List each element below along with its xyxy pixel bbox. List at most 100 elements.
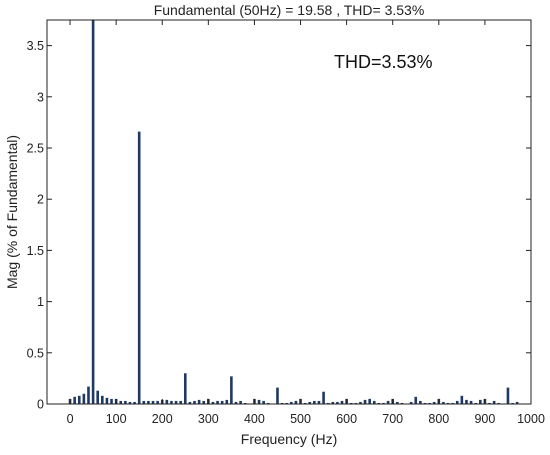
- bar-610hz: [349, 402, 353, 404]
- bar-960hz: [511, 402, 514, 404]
- bar-950hz: [506, 387, 510, 404]
- bar-770hz: [423, 402, 427, 404]
- y-tick-label: 3.5: [27, 39, 44, 53]
- y-tick-label: 2: [37, 193, 44, 207]
- bar-560hz: [326, 402, 330, 404]
- bar-520hz: [308, 401, 312, 404]
- x-tick-label: 1000: [517, 412, 545, 426]
- x-tick-label: 0: [67, 412, 74, 426]
- bar-420hz: [262, 400, 265, 404]
- bar-30hz: [82, 393, 86, 404]
- bar-680hz: [382, 402, 385, 404]
- bar-370hz: [239, 400, 242, 404]
- bar-830hz: [451, 402, 454, 404]
- bar-930hz: [497, 402, 501, 404]
- bar-130hz: [128, 401, 132, 404]
- bar-530hz: [313, 400, 316, 404]
- bar-10hz: [73, 396, 76, 404]
- x-tick-label: 300: [198, 412, 219, 426]
- bar-230hz: [174, 400, 178, 404]
- x-tick-label: 200: [152, 412, 173, 426]
- bar-570hz: [331, 401, 335, 404]
- bar-840hz: [455, 400, 459, 404]
- bar-320hz: [216, 400, 219, 404]
- bar-220hz: [170, 400, 173, 404]
- bar-490hz: [294, 400, 298, 404]
- plot-frame: [46, 19, 532, 405]
- y-axis: 0 0.5 1 1.5 2 2.5 3 3.5: [27, 39, 531, 412]
- bar-890hz: [479, 399, 482, 404]
- x-tick-label: 500: [290, 412, 311, 426]
- bar-50hz: [91, 20, 95, 404]
- bar-120hz: [124, 400, 127, 404]
- bar-620hz: [354, 402, 358, 404]
- bar-720hz: [400, 402, 404, 404]
- bar-850hz: [460, 395, 464, 404]
- bar-70hz: [101, 395, 104, 404]
- bar-580hz: [336, 401, 339, 404]
- bar-820hz: [446, 402, 450, 404]
- y-axis-label: Mag (% of Fundamental): [4, 135, 20, 289]
- bar-750hz: [414, 396, 418, 404]
- bar-350hz: [230, 376, 233, 404]
- bar-880hz: [474, 402, 477, 404]
- x-axis: 0 100 200 300 400 500 600 700 800 900 1000: [67, 20, 545, 426]
- y-tick-label: 0: [37, 398, 44, 412]
- bar-540hz: [317, 400, 321, 404]
- bar-740hz: [409, 401, 413, 404]
- bar-410hz: [257, 399, 261, 404]
- y-tick-label: 3: [37, 90, 44, 104]
- thd-annotation: THD=3.53%: [334, 52, 433, 72]
- bar-290hz: [202, 400, 206, 404]
- bar-550hz: [322, 391, 325, 404]
- y-tick-label: 2.5: [27, 142, 44, 156]
- bar-470hz: [285, 402, 288, 404]
- bar-190hz: [156, 400, 159, 404]
- bar-810hz: [442, 401, 445, 404]
- bar-380hz: [243, 402, 247, 404]
- bar-110hz: [119, 400, 123, 404]
- bar-180hz: [151, 400, 155, 404]
- bar-780hz: [428, 402, 431, 404]
- bar-710hz: [396, 401, 399, 404]
- bar-430hz: [266, 402, 270, 404]
- bar-590hz: [340, 400, 344, 404]
- bar-40hz: [87, 386, 90, 404]
- x-tick-label: 100: [106, 412, 127, 426]
- x-tick-label: 800: [428, 412, 449, 426]
- bar-460hz: [280, 402, 284, 404]
- bar-760hz: [419, 400, 422, 404]
- bar-510hz: [303, 402, 307, 404]
- bar-160hz: [142, 400, 146, 404]
- y-tick-label: 1: [37, 295, 44, 309]
- bar-660hz: [372, 400, 376, 404]
- bar-90hz: [110, 398, 113, 404]
- x-tick-label: 700: [382, 412, 403, 426]
- bar-280hz: [197, 399, 201, 404]
- bar-210hz: [165, 399, 169, 404]
- x-tick-label: 900: [474, 412, 495, 426]
- y-tick-label: 1.5: [27, 244, 44, 258]
- bar-870hz: [469, 400, 473, 404]
- x-tick-label: 600: [336, 412, 357, 426]
- bar-60hz: [96, 390, 99, 404]
- x-axis-label: Frequency (Hz): [241, 431, 337, 447]
- bar-630hz: [359, 401, 362, 404]
- bar-330hz: [220, 400, 224, 404]
- bar-170hz: [147, 400, 150, 404]
- bar-150hz: [137, 131, 141, 404]
- bar-20hz: [77, 395, 81, 404]
- bar-670hz: [377, 402, 381, 404]
- bar-970hz: [515, 401, 519, 404]
- x-tick-label: 400: [244, 412, 265, 426]
- bar-140hz: [133, 401, 136, 404]
- bar-910hz: [488, 402, 491, 404]
- bar-240hz: [179, 400, 182, 404]
- bar-270hz: [193, 400, 196, 404]
- bar-80hz: [105, 397, 109, 404]
- bar-790hz: [432, 401, 436, 404]
- bar-310hz: [211, 401, 215, 404]
- bar-640hz: [363, 399, 367, 404]
- bar-650hz: [368, 398, 371, 404]
